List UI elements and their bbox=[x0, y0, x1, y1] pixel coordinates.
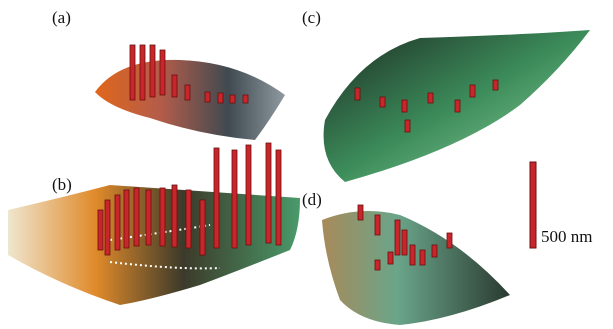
panel-label: (d) bbox=[302, 190, 322, 209]
thickness-bar bbox=[379, 96, 386, 108]
wing-d bbox=[322, 211, 510, 325]
thickness-bar bbox=[404, 119, 411, 133]
thickness-bar bbox=[204, 91, 211, 103]
thickness-bar bbox=[231, 149, 238, 249]
thickness-bar bbox=[145, 189, 152, 246]
thickness-bar bbox=[139, 44, 146, 101]
thickness-bar bbox=[242, 94, 249, 104]
thickness-bar bbox=[394, 219, 401, 256]
thickness-bar bbox=[419, 249, 426, 266]
thickness-bar bbox=[129, 44, 136, 101]
thickness-bar bbox=[387, 251, 394, 265]
thickness-bar bbox=[357, 204, 364, 221]
thickness-bar bbox=[265, 142, 272, 244]
thickness-bar bbox=[492, 79, 499, 91]
thickness-bar bbox=[229, 94, 236, 104]
thickness-bar bbox=[409, 244, 416, 266]
thickness-bar bbox=[171, 74, 178, 98]
thickness-bar bbox=[123, 189, 130, 249]
thickness-bar bbox=[159, 187, 166, 247]
thickness-bar bbox=[354, 87, 361, 101]
thickness-bar bbox=[159, 49, 166, 96]
thickness-bar bbox=[401, 99, 408, 113]
scale-bar bbox=[529, 161, 537, 249]
thickness-bar bbox=[245, 144, 252, 246]
thickness-bar bbox=[431, 244, 438, 258]
thickness-bar bbox=[469, 84, 476, 98]
thickness-bar bbox=[374, 214, 381, 236]
thickness-bar bbox=[104, 199, 111, 256]
thickness-bar bbox=[275, 149, 282, 246]
thickness-bar bbox=[213, 147, 220, 249]
thickness-bar bbox=[199, 199, 206, 256]
thickness-bar bbox=[401, 229, 408, 256]
thickness-bar bbox=[217, 92, 224, 104]
thickness-bar bbox=[185, 189, 192, 249]
panel-label: (b) bbox=[52, 175, 72, 194]
panel-label: (c) bbox=[302, 8, 321, 27]
panel-label: (a) bbox=[52, 8, 71, 27]
thickness-bar bbox=[171, 184, 178, 248]
thickness-bar bbox=[374, 259, 381, 271]
thickness-bar bbox=[114, 194, 121, 251]
thickness-bar bbox=[427, 92, 434, 104]
thickness-bars bbox=[97, 44, 499, 271]
wing-b bbox=[8, 185, 300, 305]
thickness-bar bbox=[446, 232, 453, 249]
thickness-bar bbox=[454, 99, 461, 113]
thickness-bar bbox=[184, 84, 191, 101]
thickness-bar bbox=[133, 187, 140, 247]
scale-label: 500 nm bbox=[541, 227, 592, 246]
thickness-bar bbox=[97, 209, 104, 251]
thickness-bar bbox=[149, 44, 156, 98]
